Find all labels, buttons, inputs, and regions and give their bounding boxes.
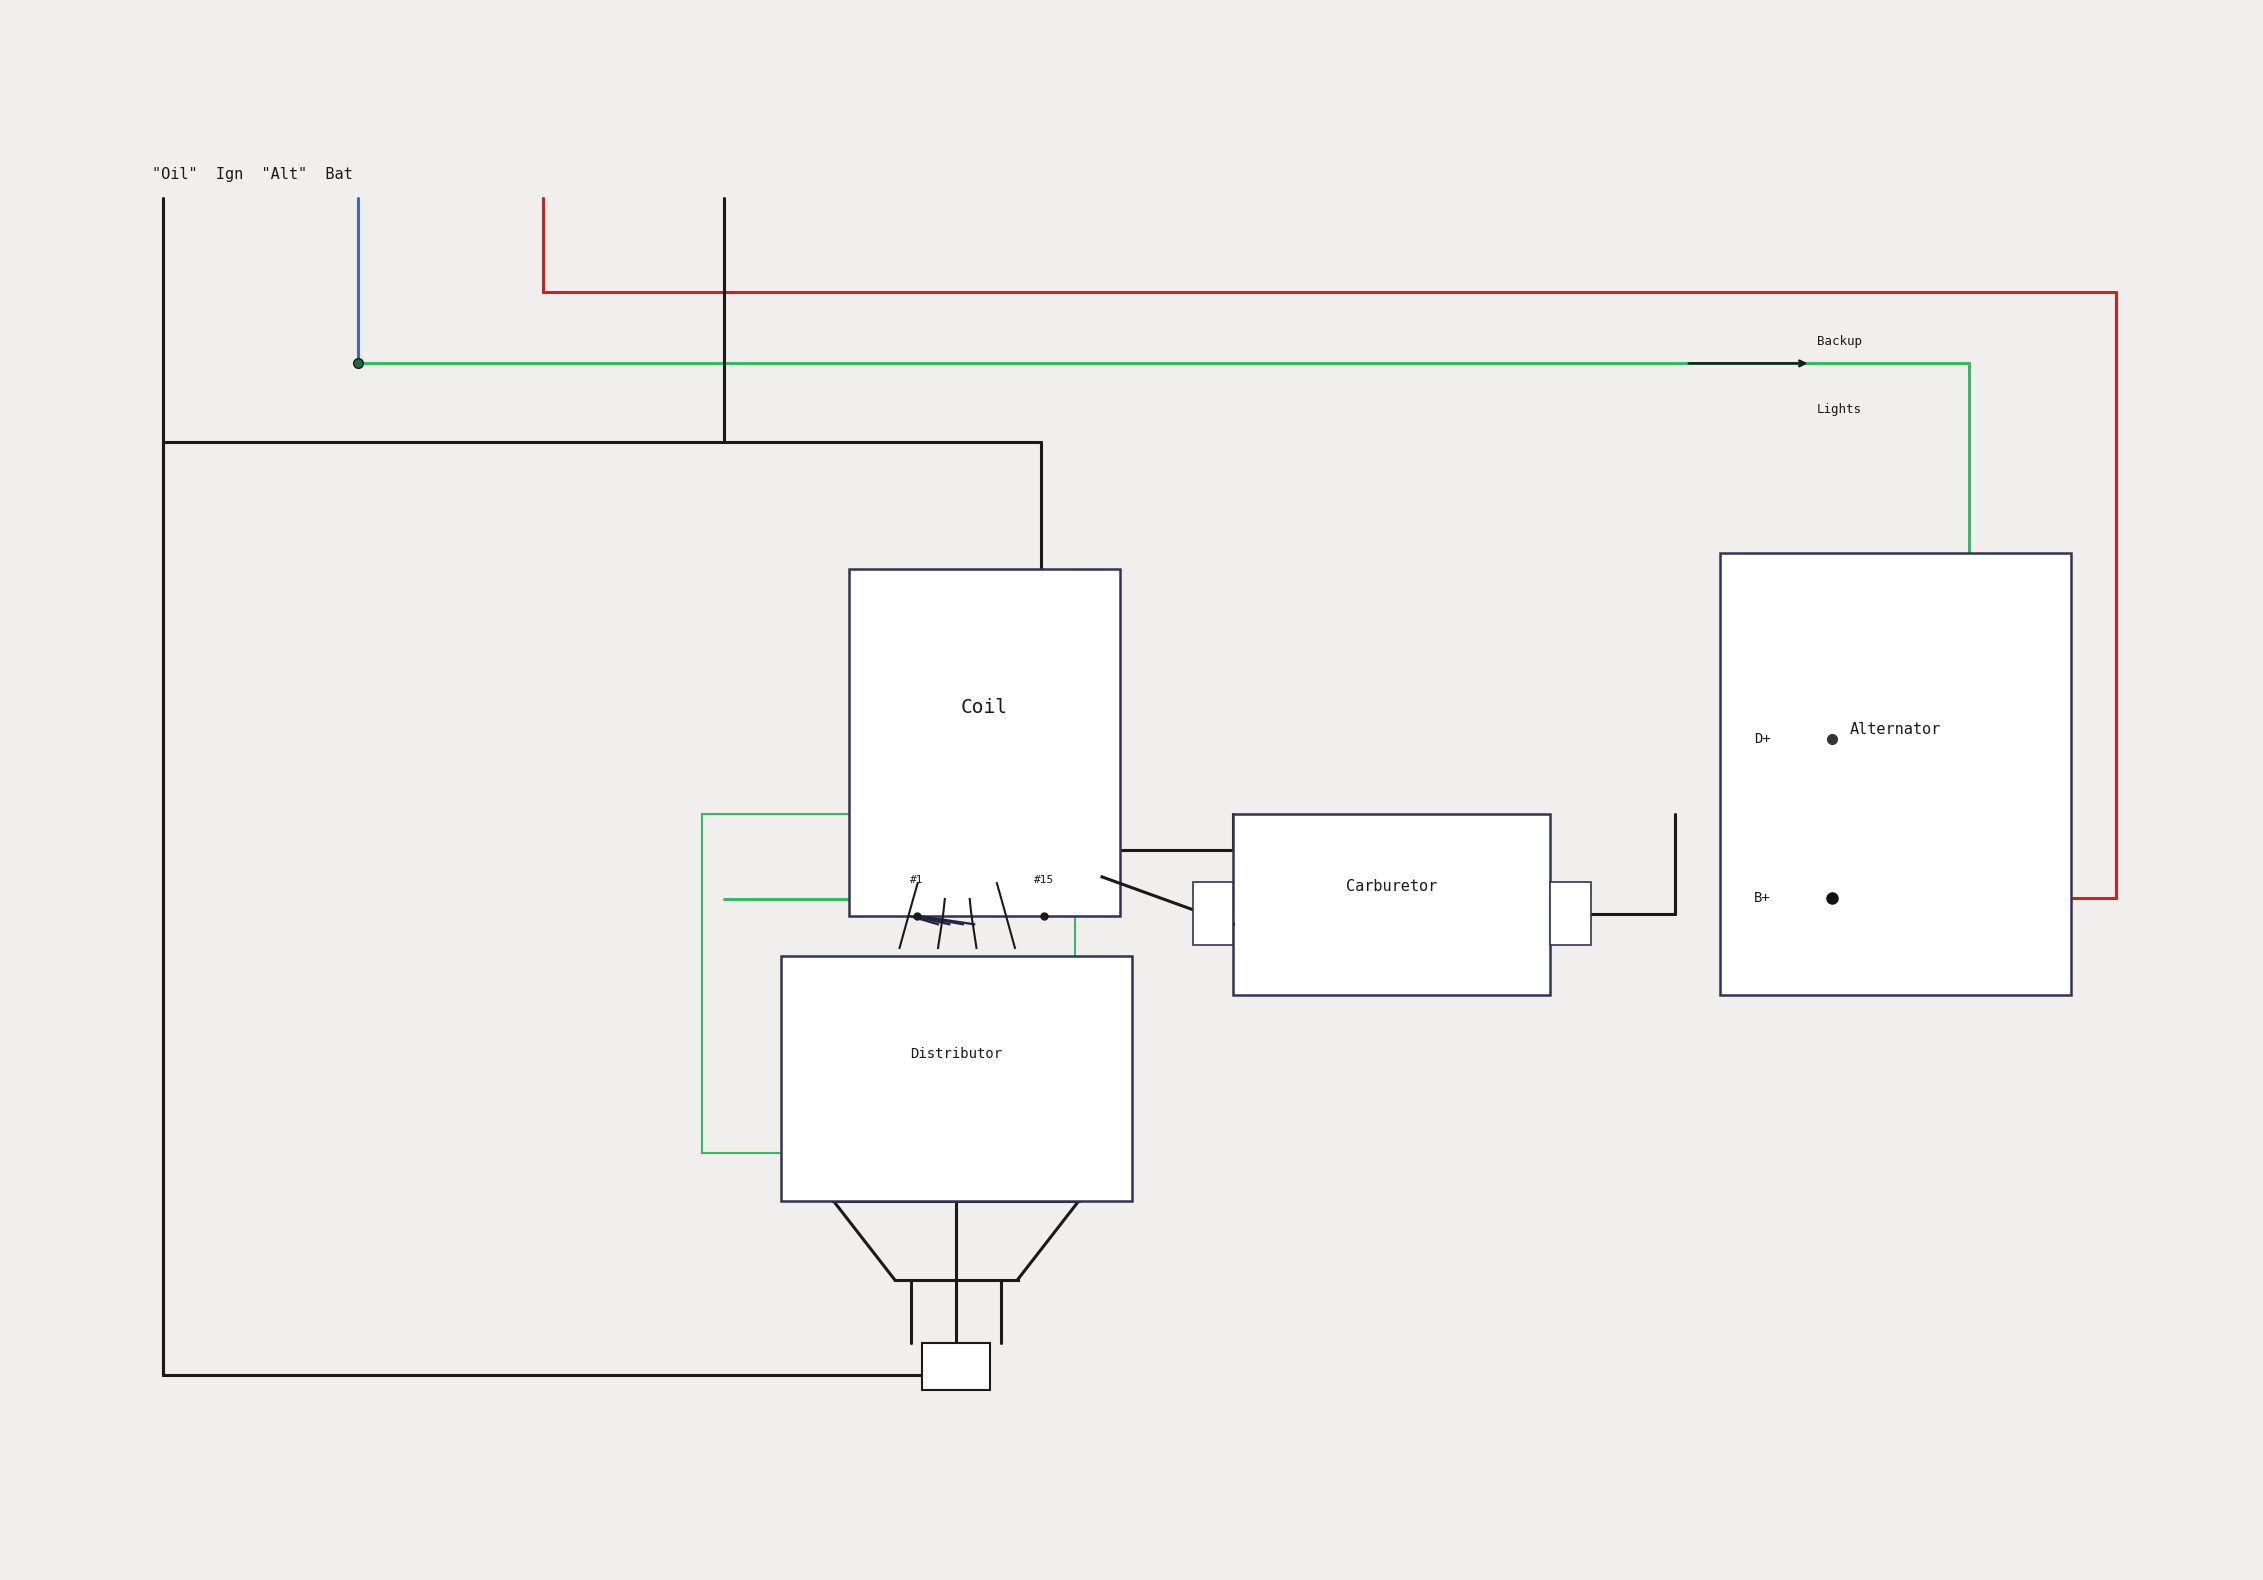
Text: Lights: Lights: [1817, 403, 1862, 416]
Bar: [781, 956, 1132, 1201]
Bar: [1193, 882, 1233, 945]
Bar: [923, 1343, 991, 1390]
Text: Coil: Coil: [962, 698, 1007, 717]
Text: #1: #1: [910, 875, 923, 885]
Text: #15: #15: [1034, 875, 1055, 885]
Text: Alternator: Alternator: [1849, 722, 1942, 738]
Bar: [1720, 553, 2071, 995]
Text: Backup: Backup: [1817, 335, 1862, 348]
Bar: [1550, 882, 1591, 945]
Bar: [849, 569, 1120, 916]
Bar: [702, 814, 1075, 1153]
Bar: [1233, 814, 1550, 995]
Text: Carburetor: Carburetor: [1346, 878, 1437, 894]
Text: D+: D+: [1754, 732, 1770, 746]
Text: "Oil"  Ign  "Alt"  Bat: "Oil" Ign "Alt" Bat: [152, 167, 353, 182]
Text: B+: B+: [1754, 891, 1770, 905]
Text: Distributor: Distributor: [910, 1048, 1003, 1060]
